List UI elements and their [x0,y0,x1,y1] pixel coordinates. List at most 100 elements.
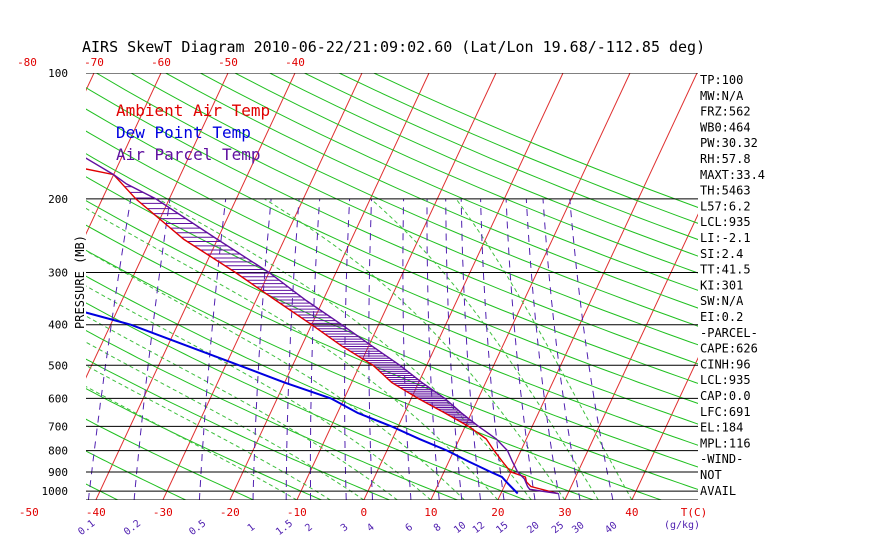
parcel-temp-line [86,157,559,495]
stability-index-label: CINH:96 [700,357,751,371]
dry-adiabat-line [86,483,119,500]
stability-index-label: WB0:464 [700,120,751,134]
mixing-ratio-line [402,198,412,500]
dry-adiabat-line [304,73,698,241]
dry-adiabat-line [86,176,698,446]
pressure-tick-label: 600 [48,392,68,405]
stability-index-label: LI:-2.1 [700,231,751,245]
stability-index-label: CAP:0.0 [700,389,751,403]
mixing-ratio-tick-label: 12 [471,520,487,536]
mixing-ratio-line [525,198,561,500]
temperature-tick-label: -40 [86,506,106,519]
stability-index-label: SI:2.4 [700,247,743,261]
stability-index-label: KI:301 [700,278,743,292]
temperature-tick-label: -50 [19,506,39,519]
x-axis-label: T(C) [681,506,708,519]
mixing-ratio-tick-label: 0.5 [187,518,208,538]
temperature-tick-label: -10 [287,506,307,519]
mixing-ratio-tick-label: 25 [550,520,566,536]
temperature-tick-label: 0 [361,506,368,519]
dry-adiabat-line [86,153,698,425]
mixing-ratio-line [133,198,171,500]
stability-index-label: CAPE:626 [700,342,758,356]
ambient-temp-line [86,168,559,495]
pressure-tick-label: 1000 [42,485,69,498]
dry-adiabat-line [373,73,698,208]
dewpoint-line [86,311,519,495]
dry-adiabat-line [86,450,187,500]
temperature-top-tick-label: -80 [17,56,37,69]
stability-index-label: MW:N/A [700,89,744,103]
mixing-ratio-line [542,198,581,500]
dry-adiabat-line [86,108,698,384]
temperature-tick-label: 20 [491,506,504,519]
mixing-ratio-tick-label: 3 [339,522,351,534]
stability-index-label: MAXT:33.4 [700,168,765,182]
mixing-ratio-tick-label: 30 [570,520,586,536]
mixing-ratio-line [480,198,505,500]
stability-index-label: MPL:116 [700,436,751,450]
stability-index-label: TT:41.5 [700,263,751,277]
isotherm-line [631,357,698,500]
mixing-ratio-line [87,198,132,500]
temperature-tick-label: 10 [424,506,437,519]
isotherm-line [86,73,229,379]
mixing-ratio-line [569,198,614,500]
moist-adiabat-line [86,250,465,500]
isotherm-line [0,73,27,500]
stability-index-label: LCL:935 [700,215,751,229]
pressure-tick-label: 900 [48,466,68,479]
legend-parcel-temp: Air Parcel Temp [116,145,261,164]
chart-title: AIRS SkewT Diagram 2010-06-22/21:09:02.6… [82,38,705,56]
moist-adiabat-line [86,315,398,500]
stability-index-label: LCL:935 [700,373,751,387]
mixing-ratio-tick-label: 15 [494,520,510,536]
mixing-ratio-tick-label: 0.2 [122,518,143,538]
dry-adiabat-line [86,200,698,468]
pressure-tick-label: 100 [48,67,68,80]
stability-index-label: AVAIL [700,484,736,498]
isotherm-line [229,73,430,500]
dry-adiabat-line [165,73,698,309]
isotherm-line [162,73,363,500]
mixing-ratio-line [309,198,321,500]
moist-adiabat-line [86,341,365,500]
dry-adiabat-line [234,73,698,274]
dry-adiabat-line [86,275,594,500]
y-axis-label: PRESSURE (MB) [73,235,87,329]
isotherm-line [564,213,698,500]
mixing-ratio-line [252,198,272,500]
mixing-ratio-tick-label: 10 [452,520,468,536]
isotherm-line [95,73,296,500]
stability-index-label: L57:6.2 [700,199,751,213]
temperature-tick-label: 30 [558,506,571,519]
stability-index-label: RH:57.8 [700,152,751,166]
moist-adiabat-line [86,207,499,500]
pressure-tick-label: 800 [48,445,68,458]
mixing-ratio-tick-label: 8 [432,522,444,534]
profiles [86,157,559,495]
pressure-tick-label: 400 [48,319,68,332]
isotherm-line [430,73,631,500]
temperature-top-tick-label: -50 [218,56,238,69]
moist-adiabat-line [86,285,432,500]
mixing-ratio-tick-label: 20 [525,520,541,536]
moist-adiabat-line [157,198,532,500]
mixing-ratio-line [368,198,373,500]
mixing-ratio-tick-label: 0.1 [76,518,97,538]
pressure-tick-label: 300 [48,267,68,280]
stability-index-label: TH:5463 [700,184,751,198]
dry-adiabat-line [86,358,390,500]
mixing-ratio-tick-label: 1.5 [274,518,295,538]
dry-adiabat-line [86,418,254,500]
mixing-ratio-line [505,198,536,500]
temperature-top-tick-label: -70 [84,56,104,69]
dry-adiabat-line [86,87,698,365]
stability-index-label: EL:184 [700,421,743,435]
mixing-ratio-unit-label: (g/kg) [664,520,700,531]
dry-adiabat-line [86,130,698,404]
dry-adiabat-line [86,329,458,500]
isotherm-line [766,73,870,500]
